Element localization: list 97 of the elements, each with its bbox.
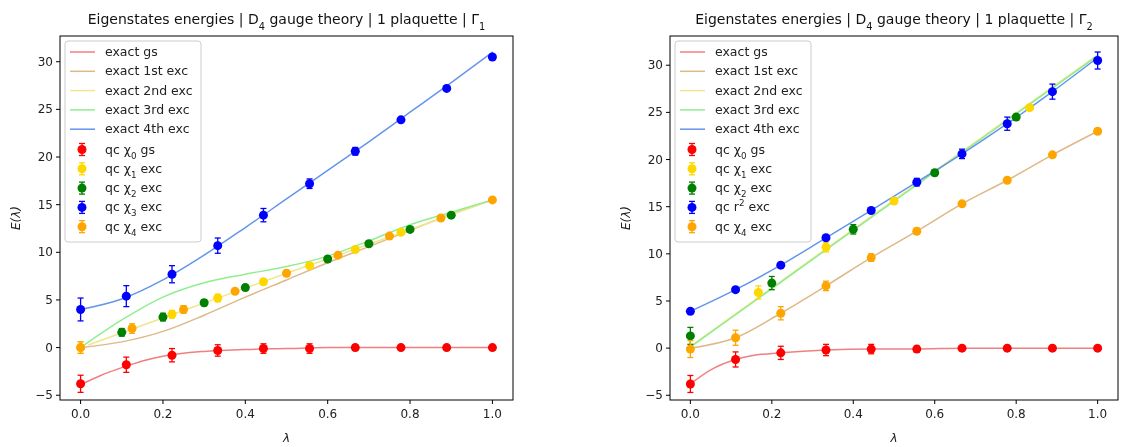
legend-label: qc χ$_{0}$ gs — [105, 141, 156, 161]
point — [1047, 150, 1057, 160]
y-tick-label: 10 — [647, 246, 663, 261]
point — [76, 379, 86, 389]
y-tick-label: 25 — [37, 102, 53, 117]
legend-label: exact gs — [105, 44, 158, 59]
point — [121, 360, 131, 370]
x-axis-title: λ — [281, 431, 291, 445]
point — [776, 260, 786, 270]
x-tick-label: 0.4 — [235, 407, 255, 421]
x-tick-label: 0.8 — [400, 407, 420, 421]
point — [384, 231, 394, 241]
point — [333, 250, 343, 260]
y-tick-label: 5 — [655, 293, 663, 308]
legend-label: qc χ$_{2}$ exc — [105, 180, 163, 200]
legend-label: exact 1st exc — [715, 63, 799, 79]
chart-title: Eigenstates energies | D$_{4}$ gauge theory | 1 plaquette | Γ$_{2}$ — [695, 11, 1093, 32]
point — [957, 199, 967, 209]
x-tick-label: 0.0 — [680, 407, 700, 421]
legend-label: qc χ$_{3}$ exc — [105, 199, 163, 219]
x-tick-label: 1.0 — [1088, 407, 1108, 421]
point — [685, 306, 695, 316]
y-axis-title: E(λ) — [619, 205, 633, 231]
y-tick-label: 20 — [37, 150, 53, 165]
y-tick-label: 5 — [45, 292, 53, 307]
y-tick-label: 30 — [37, 54, 53, 69]
point — [1002, 175, 1012, 185]
legend-label: exact 3rd exc — [105, 101, 190, 117]
point — [776, 348, 786, 358]
point — [753, 288, 763, 297]
point — [76, 304, 86, 314]
legend-label: qc χ$_{2}$ exc — [715, 180, 773, 200]
point — [1002, 119, 1012, 129]
x-tick-label: 0.8 — [1006, 407, 1026, 421]
x-tick-label: 0.6 — [925, 407, 945, 421]
legend-label: qc χ$_{0}$ gs — [715, 141, 766, 161]
point — [487, 343, 497, 353]
x-tick-label: 0.6 — [318, 407, 338, 421]
point — [1002, 343, 1012, 353]
x-tick-label: 0.0 — [71, 407, 91, 421]
legend-label: exact 4th exc — [105, 121, 190, 137]
y-axis-title: E(λ) — [9, 205, 23, 231]
x-tick-label: 0.2 — [153, 407, 173, 421]
y-tick-label: 0 — [655, 341, 663, 356]
legend-label: qc χ$_{4}$ exc — [105, 218, 163, 238]
legend-label: qc χ$_{1}$ exc — [715, 160, 773, 180]
point — [731, 354, 741, 364]
point — [396, 227, 406, 237]
point — [167, 269, 177, 279]
point — [396, 343, 406, 353]
point — [1093, 56, 1103, 66]
point — [487, 195, 497, 205]
y-tick-label: 20 — [647, 152, 663, 167]
legend-label: exact 2nd exc — [105, 82, 193, 98]
point — [957, 343, 967, 353]
point — [405, 224, 415, 234]
y-tick-label: 0 — [45, 340, 53, 355]
y-tick-label: 25 — [647, 105, 663, 120]
point — [442, 343, 452, 353]
y-tick-label: −5 — [35, 388, 53, 403]
legend-label: qc χ$_{4}$ exc — [715, 218, 773, 238]
legend-label: exact 3rd exc — [715, 101, 800, 117]
legend-label: exact gs — [715, 44, 768, 59]
point — [731, 285, 741, 295]
point — [396, 115, 406, 125]
point — [731, 333, 741, 343]
y-tick-label: −5 — [645, 388, 663, 403]
point — [167, 350, 177, 360]
y-tick-label: 15 — [37, 197, 53, 212]
point — [1047, 343, 1057, 353]
legend-label: exact 1st exc — [105, 63, 189, 79]
legend-label: qc χ$_{1}$ exc — [105, 160, 163, 180]
legend-label: exact 4th exc — [715, 121, 800, 137]
point — [1093, 343, 1103, 353]
point — [1093, 126, 1103, 136]
x-axis-title: λ — [889, 431, 898, 445]
x-tick-label: 0.2 — [762, 407, 782, 421]
point — [323, 254, 333, 264]
point — [1047, 87, 1057, 97]
point — [121, 291, 131, 301]
legend-label: exact 2nd exc — [715, 82, 803, 98]
chart-title: Eigenstates energies | D$_{4}$ gauge theory | 1 plaquette | Γ$_{1}$ — [87, 11, 486, 32]
point — [442, 83, 452, 93]
legend-label: qc r$^{2}$ exc — [715, 198, 771, 215]
x-tick-label: 1.0 — [482, 407, 502, 421]
y-tick-label: 15 — [647, 199, 663, 214]
point — [350, 244, 360, 254]
point — [213, 241, 223, 251]
point — [446, 210, 456, 220]
x-tick-label: 0.4 — [843, 407, 863, 421]
point — [767, 278, 777, 288]
y-tick-label: 30 — [647, 58, 663, 73]
y-tick-label: 10 — [37, 245, 53, 260]
point — [436, 213, 446, 223]
point — [487, 52, 497, 62]
point — [685, 379, 695, 389]
point — [364, 239, 374, 249]
